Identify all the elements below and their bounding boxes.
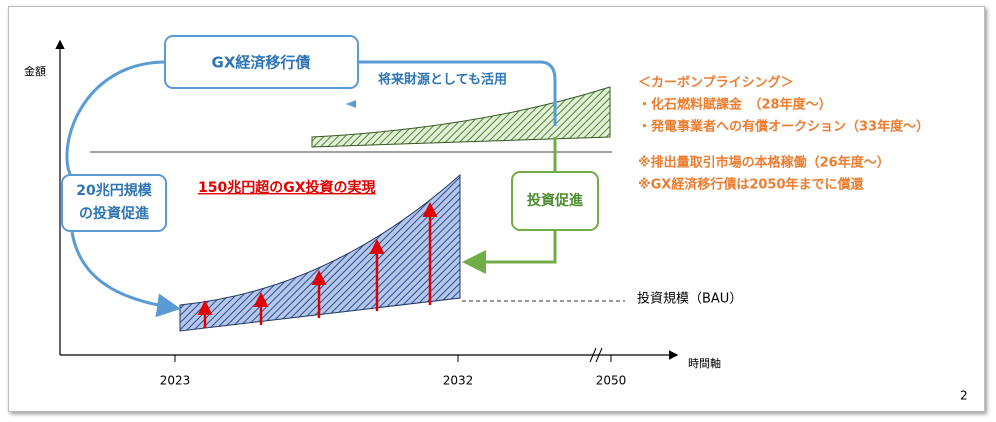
note: ・化石燃料賦課金 （28年度～） xyxy=(638,97,832,113)
x-label: 時間軸 xyxy=(688,356,721,370)
note: ※排出量取引市場の本格稼働（26年度～） xyxy=(638,155,890,171)
right-box xyxy=(511,171,599,231)
growth-arrows xyxy=(197,202,438,328)
axes xyxy=(55,39,679,363)
investment-title: 150兆円超のGX投資の実現 xyxy=(198,179,376,196)
bau-label: 投資規模（BAU） xyxy=(637,291,742,307)
x-tick: 2032 xyxy=(443,374,474,388)
right-box-text: 投資促進 xyxy=(527,192,583,209)
note: ※GX経済移行債は2050年までに償還 xyxy=(638,177,865,193)
y-label: 金額 xyxy=(24,64,46,78)
carbon-pricing-area xyxy=(311,86,611,148)
left-box-text: の投資促進 xyxy=(79,205,149,222)
note: ＜カーボンプライシング＞ xyxy=(638,75,794,91)
x-tick: 2023 xyxy=(160,374,191,388)
left-box xyxy=(61,174,167,232)
future-funding: 将来財源としても活用 xyxy=(378,72,507,88)
bond-flow-right xyxy=(358,60,557,126)
notes: ＜カーボンプライシング＞ ・化石燃料賦課金 （28年度～） ・発電事業者への有償… xyxy=(638,75,929,193)
bond-box xyxy=(164,35,359,89)
promotion-flow xyxy=(468,137,557,262)
page-number: 2 xyxy=(960,389,968,403)
x-tick: 2050 xyxy=(596,374,627,388)
bond-text: GX経済移行債 xyxy=(212,54,311,72)
note: ・発電事業者への有償オークション（33年度～） xyxy=(638,119,929,135)
left-box-text: 20兆円規模 xyxy=(76,182,152,199)
small-arrow xyxy=(346,100,356,108)
bond-flow-left xyxy=(65,60,175,308)
